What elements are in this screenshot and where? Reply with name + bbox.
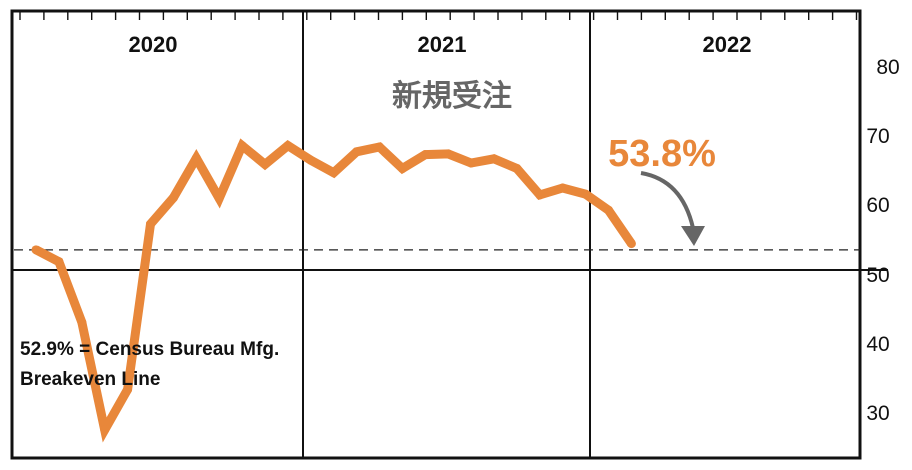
- y-tick-label: 80: [876, 56, 899, 79]
- data-point: [31, 245, 41, 255]
- data-point: [375, 142, 384, 152]
- data-point: [329, 168, 339, 178]
- data-point: [466, 158, 476, 168]
- chart-subtitle: 新規受注: [392, 79, 512, 114]
- y-tick-label: 70: [866, 125, 889, 148]
- y-tick-label: 60: [866, 194, 889, 217]
- data-point: [214, 193, 224, 203]
- data-point: [260, 159, 270, 169]
- data-point: [443, 149, 453, 159]
- data-point: [535, 190, 545, 200]
- year-label-2020: 2020: [129, 32, 178, 57]
- month-ticks: [19, 12, 858, 20]
- year-label-2021: 2021: [418, 32, 467, 57]
- data-points: [31, 141, 636, 435]
- data-point: [626, 239, 636, 249]
- breakeven-note-line1: 52.9% = Census Bureau Mfg.: [20, 339, 279, 360]
- data-point: [100, 425, 110, 435]
- y-tick-label: 50: [866, 264, 889, 287]
- data-point: [352, 147, 362, 157]
- callout-value: 53.8%: [608, 133, 716, 175]
- year-label-2022: 2022: [703, 32, 752, 57]
- data-point: [306, 155, 316, 165]
- data-point: [420, 150, 430, 160]
- data-point: [54, 257, 64, 267]
- data-point: [168, 193, 178, 203]
- data-point: [581, 189, 591, 199]
- callout-arrowhead: [681, 226, 705, 246]
- data-point: [123, 385, 133, 395]
- data-point: [191, 153, 201, 163]
- data-point: [397, 164, 407, 174]
- data-point: [558, 183, 568, 193]
- data-point: [512, 164, 522, 174]
- callout-arrow: [640, 171, 695, 229]
- data-point: [146, 219, 155, 229]
- data-point: [604, 205, 613, 215]
- data-point: [283, 141, 293, 151]
- y-tick-label: 40: [866, 333, 889, 356]
- chart-frame: [10, 9, 862, 460]
- breakeven-note-line2: Breakeven Line: [20, 369, 160, 390]
- data-point: [77, 317, 87, 327]
- data-point: [489, 154, 499, 164]
- data-point: [237, 141, 247, 151]
- y-tick-label: 30: [866, 402, 889, 425]
